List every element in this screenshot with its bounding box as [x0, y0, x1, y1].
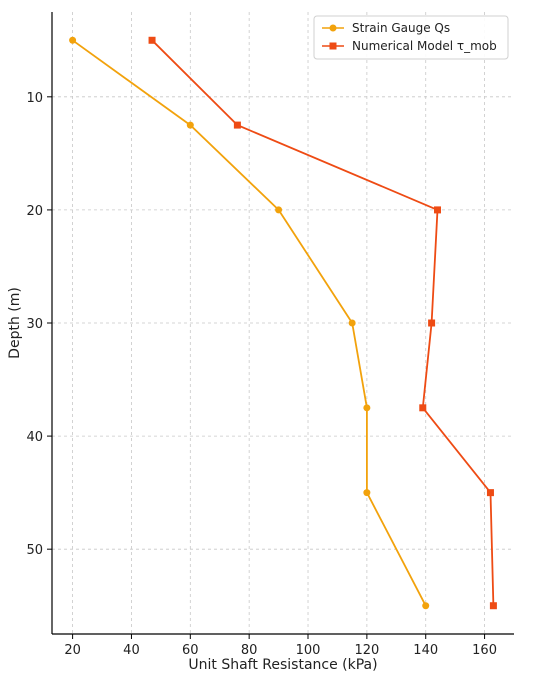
- x-axis-title: Unit Shaft Resistance (kPa): [188, 657, 377, 673]
- data-point: [148, 36, 156, 44]
- data-point: [428, 319, 436, 327]
- legend-box: [313, 15, 509, 60]
- data-point: [422, 602, 430, 610]
- x-tick-label: 80: [241, 643, 258, 658]
- x-tick-label: 40: [123, 643, 140, 658]
- y-ticks: 10 20 30 40 50: [26, 91, 52, 558]
- series: [69, 36, 497, 610]
- y-axis-title: Depth (m): [7, 287, 23, 359]
- x-tick-label: 160: [472, 643, 497, 658]
- y-tick-label: 30: [26, 317, 43, 332]
- legend-label-strain-gauge: Strain Gauge Qs: [352, 21, 450, 35]
- data-point: [186, 121, 194, 129]
- data-point: [486, 489, 494, 497]
- legend-label-numerical-model: Numerical Model τ_mob: [352, 39, 497, 53]
- legend-marker-numerical-model: [329, 42, 337, 50]
- data-point: [489, 602, 497, 610]
- data-point: [69, 36, 77, 44]
- data-point: [419, 404, 427, 412]
- series-0: [69, 36, 430, 610]
- grid: [52, 12, 514, 634]
- data-point: [275, 206, 283, 214]
- x-ticks: 20 40 60 80 100 120 140 160: [64, 634, 497, 658]
- x-tick-label: 120: [354, 643, 379, 658]
- x-tick-label: 140: [413, 643, 438, 658]
- data-point: [433, 206, 441, 214]
- y-tick-label: 40: [26, 430, 43, 445]
- data-point: [233, 121, 241, 129]
- series-1: [148, 36, 497, 610]
- data-point: [363, 489, 371, 497]
- x-tick-label: 60: [182, 643, 199, 658]
- data-point: [363, 404, 371, 412]
- data-point: [348, 319, 356, 327]
- y-tick-label: 10: [26, 91, 43, 106]
- legend: Strain Gauge Qs Numerical Model τ_mob: [313, 15, 509, 60]
- y-tick-label: 20: [26, 204, 43, 219]
- x-tick-label: 100: [296, 643, 321, 658]
- x-tick-label: 20: [64, 643, 81, 658]
- y-tick-label: 50: [26, 543, 43, 558]
- legend-marker-strain-gauge: [329, 24, 337, 32]
